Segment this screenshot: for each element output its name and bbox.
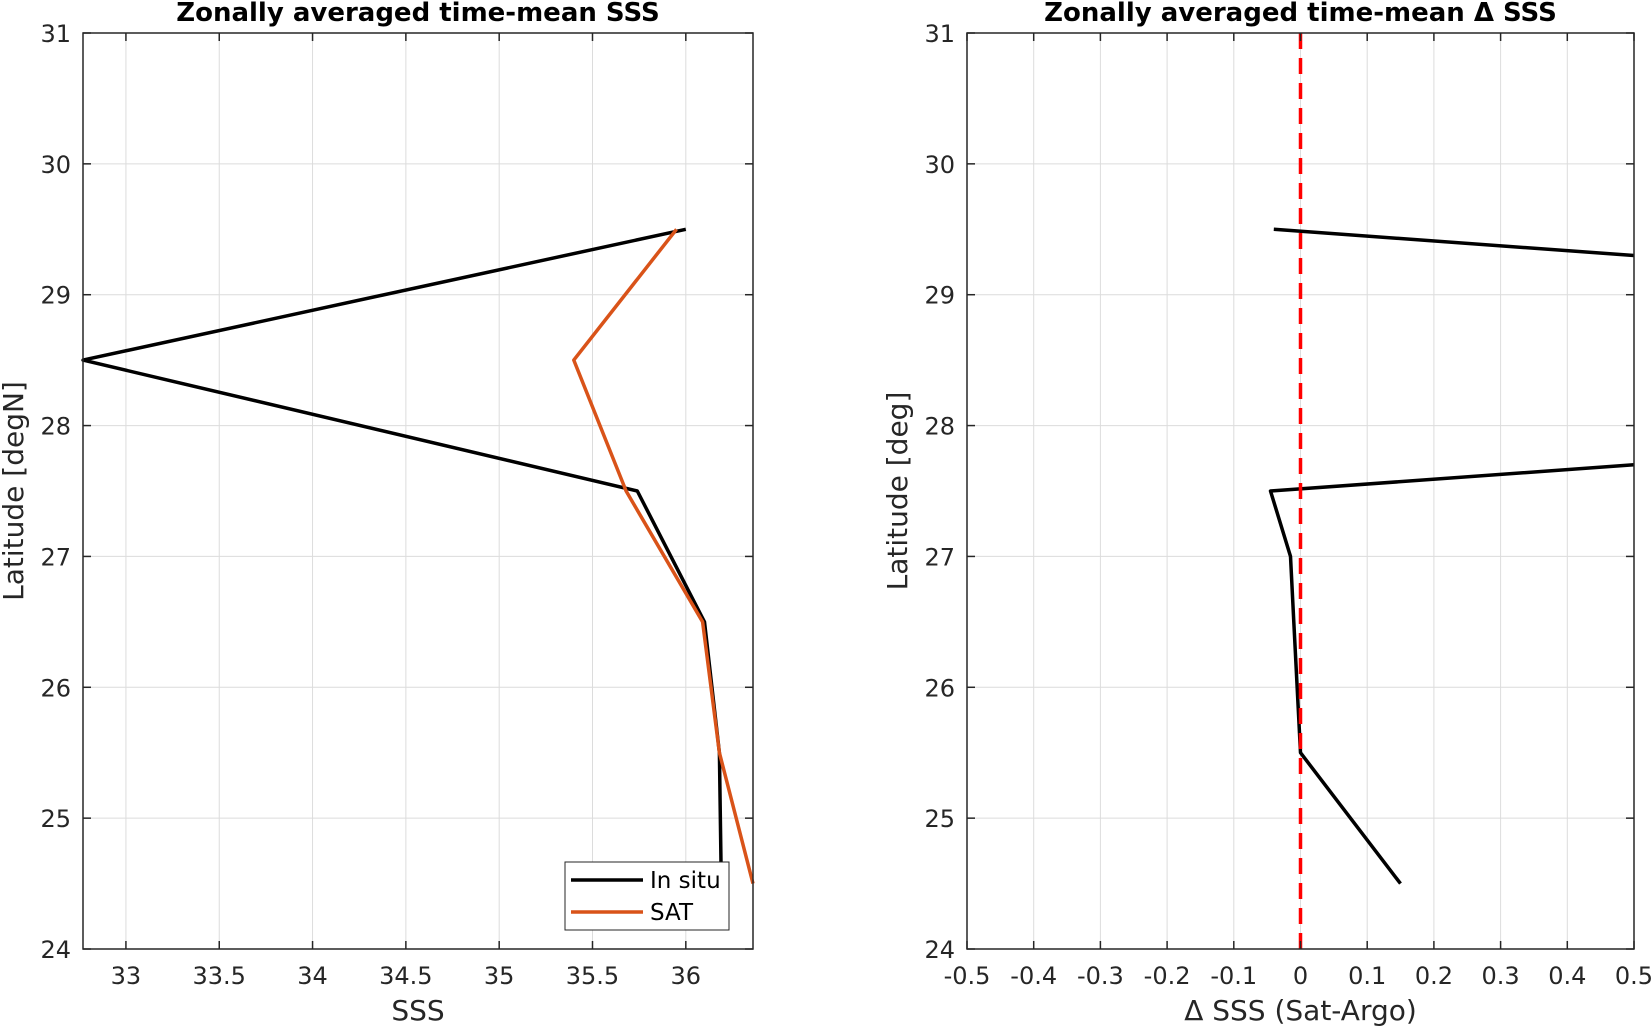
left-y-tick-label: 24: [40, 936, 71, 964]
left-grid: [83, 32, 753, 950]
right-y-tick-label: 28: [924, 413, 955, 441]
right-series-group: [1268, 33, 1635, 949]
right-series-line-delta-sss: [1273, 227, 1635, 258]
left-plot-area: [83, 33, 753, 949]
legend-box: [564, 861, 730, 931]
right-x-tick-label: -0.4: [1010, 962, 1057, 990]
left-x-tick-label: 35: [484, 962, 515, 990]
right-y-tick-label: 31: [924, 20, 955, 48]
left-tick-labels: 33 33.5 34 34.5 35 35.5 36 24 25 26 27 28 29 30 31: [40, 20, 701, 990]
left-x-tick-label: 34.5: [379, 962, 432, 990]
right-chart-title: Zonally averaged time-mean Δ SSS: [1044, 0, 1557, 28]
left-x-axis-label: SSS: [391, 994, 444, 1027]
left-y-tick-label: 28: [40, 413, 71, 441]
left-y-tick-label: 29: [40, 282, 71, 310]
left-chart-panel: 33 33.5 34 34.5 35 35.5 36 24 25 26 27 28 29 30 31 Zon…: [0, 0, 755, 1027]
left-x-tick-label: 36: [671, 962, 702, 990]
right-y-tick-label: 24: [924, 936, 955, 964]
right-x-tick-label: 0.5: [1615, 962, 1651, 990]
right-x-axis-label: Δ SSS (Sat-Argo): [1184, 994, 1417, 1027]
legend: In situ SAT: [564, 861, 730, 931]
left-x-tick-label: 33: [111, 962, 142, 990]
right-x-tick-label: 0.4: [1548, 962, 1586, 990]
right-series-line-delta-sss: [1268, 463, 1635, 885]
right-x-tick-label: 0: [1293, 962, 1308, 990]
left-y-tick-label: 31: [40, 20, 71, 48]
right-tick-labels: -0.5 -0.4 -0.3 -0.2 -0.1 0 0.1 0.2 0.3 0.4 0.5 24 25…: [924, 20, 1651, 990]
left-x-tick-label: 35.5: [566, 962, 619, 990]
legend-label-sat: SAT: [650, 900, 694, 926]
left-y-tick-label: 25: [40, 805, 71, 833]
left-y-tick-label: 27: [40, 543, 71, 571]
right-x-tick-label: -0.5: [944, 962, 991, 990]
left-chart-title: Zonally averaged time-mean SSS: [176, 0, 660, 28]
right-y-tick-label: 26: [924, 674, 955, 702]
left-axes-box: [82, 32, 754, 950]
right-tick-marks: [966, 32, 1635, 950]
right-x-tick-label: 0.2: [1415, 962, 1453, 990]
right-y-tick-label: 30: [924, 151, 955, 179]
right-y-tick-label: 29: [924, 282, 955, 310]
right-y-tick-label: 25: [924, 805, 955, 833]
left-y-tick-label: 30: [40, 151, 71, 179]
right-x-tick-label: -0.2: [1144, 962, 1191, 990]
right-x-tick-label: 0.1: [1348, 962, 1386, 990]
left-x-tick-label: 33.5: [193, 962, 246, 990]
right-x-tick-label: 0.3: [1482, 962, 1520, 990]
right-x-tick-label: -0.3: [1077, 962, 1124, 990]
left-series-line-sat: [572, 228, 755, 885]
left-x-tick-label: 34: [297, 962, 328, 990]
left-y-tick-label: 26: [40, 674, 71, 702]
right-y-tick-label: 27: [924, 543, 955, 571]
right-x-tick-label: -0.1: [1210, 962, 1257, 990]
left-y-axis-label: Latitude [degN]: [0, 381, 30, 601]
left-tick-marks: [83, 32, 753, 950]
right-chart-panel: -0.5 -0.4 -0.3 -0.2 -0.1 0 0.1 0.2 0.3 0.4 0.5 24 25…: [881, 0, 1651, 1027]
legend-label-in-situ: In situ: [650, 868, 721, 894]
right-y-axis-label: Latitude [deg]: [881, 392, 914, 591]
